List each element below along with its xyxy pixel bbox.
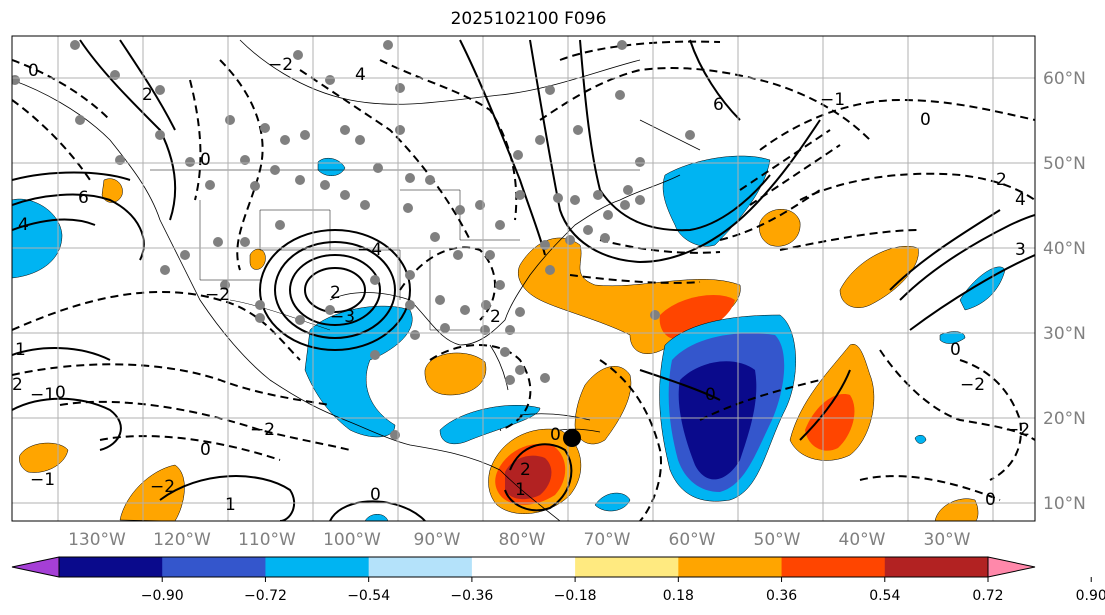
contour-label: 2 (490, 307, 501, 327)
gridlines (12, 36, 1035, 521)
lon-label: 40°W (839, 530, 886, 550)
colorbar-tick-label: −0.72 (244, 588, 287, 604)
contour-label: −3 (330, 307, 355, 327)
contour-label: 2 (330, 283, 341, 303)
lat-label: 10°N (1043, 494, 1086, 514)
contour-label: −2 (205, 285, 230, 305)
contour-label: −4 (357, 240, 382, 260)
contour-label: −2 (268, 55, 293, 75)
contour-label: 0 (200, 150, 211, 170)
contour-label: −2 (150, 477, 175, 497)
lat-label: 40°N (1043, 239, 1086, 259)
colorbar-tick-label: 0.72 (972, 588, 1003, 604)
colorbar-segment (781, 557, 886, 577)
lat-label: 50°N (1043, 154, 1086, 174)
contour-label: 0 (200, 440, 211, 460)
lat-label: 30°N (1043, 324, 1086, 344)
colorbar-segment (368, 557, 473, 577)
longitude-labels: 130°W 120°W 110°W 100°W 90°W 80°W 70°W 6… (68, 530, 971, 550)
contour-label: 3 (1015, 240, 1026, 260)
contour-label: −1 (30, 385, 55, 405)
contour-label: 2 (142, 85, 153, 105)
colorbar-tick-label: 0.18 (663, 588, 694, 604)
lon-label: 120°W (153, 530, 211, 550)
colorbar-tick-label: 0.36 (766, 588, 797, 604)
colorbar-segment (884, 557, 989, 577)
colorbar-segment (471, 557, 576, 577)
colorbar-segment (265, 557, 370, 577)
colorbar-tick-label: −0.36 (450, 588, 493, 604)
colorbar-extend-max (987, 556, 1036, 578)
contour-label: 4 (18, 215, 29, 235)
colorbar-segment (59, 557, 163, 577)
borders (150, 169, 640, 331)
colorbar-tick-label: 0.90 (1076, 588, 1105, 604)
contour-label: −1 (30, 470, 55, 490)
contour-label: 0 (705, 385, 716, 405)
contour-label: 2 (996, 170, 1007, 190)
cyclone-position-marker (563, 429, 581, 447)
contour-label: −2 (1005, 420, 1030, 440)
contour-label: 0 (985, 490, 996, 510)
contour-label: −2 (960, 375, 985, 395)
shaded-anomaly-fields (12, 155, 1006, 521)
lon-label: 130°W (68, 530, 126, 550)
colorbar-segment (575, 557, 679, 577)
colorbar: −0.90 −0.72 −0.54 −0.36 −0.18 0.18 0.36 0.54 0.7… (11, 556, 1105, 604)
map-border (11, 35, 1036, 522)
lon-label: 100°W (323, 530, 381, 550)
contour-label: 0 (370, 485, 381, 505)
solid-contours (12, 39, 1035, 521)
lon-label: 110°W (238, 530, 296, 550)
lon-label: 80°W (499, 530, 546, 550)
contour-labels: 6 4 2 0 −1 1 −2 2 4 6 −4 2 −2 0 −3 2 4 3… (12, 55, 1030, 515)
lon-label: 60°W (669, 530, 716, 550)
lat-label: 20°N (1043, 409, 1086, 429)
colorbar-tick-label: −0.18 (554, 588, 597, 604)
lon-label: 30°W (924, 530, 971, 550)
contour-label: −1 (820, 90, 845, 110)
station-markers (12, 40, 695, 440)
contour-label: 0 (55, 383, 66, 403)
lon-label: 50°W (754, 530, 801, 550)
colorbar-tick-label: −0.90 (141, 588, 184, 604)
contour-label: 1 (15, 340, 26, 360)
colorbar-segment (678, 557, 783, 577)
contour-label: 1 (225, 495, 236, 515)
contour-label: −2 (250, 420, 275, 440)
contour-label: 4 (1015, 190, 1026, 210)
contour-label: 4 (355, 65, 366, 85)
lon-label: 90°W (414, 530, 461, 550)
colorbar-extend-min (11, 556, 60, 578)
contour-label: 6 (78, 188, 89, 208)
map-title: 2025102100 F096 (450, 9, 607, 29)
contour-label: 0 (550, 425, 561, 445)
contour-label: 0 (28, 61, 39, 81)
contour-label: 0 (950, 340, 961, 360)
contour-label: 6 (713, 95, 724, 115)
lat-label: 60°N (1043, 69, 1086, 89)
colorbar-tick-label: −0.54 (347, 588, 390, 604)
contour-label: 2 (520, 460, 531, 480)
contour-label: 0 (920, 110, 931, 130)
colorbar-tick-label: 0.54 (869, 588, 900, 604)
lon-label: 70°W (584, 530, 631, 550)
contour-label: 2 (12, 375, 23, 395)
latitude-labels: 10°N 20°N 30°N 40°N 50°N 60°N (1043, 69, 1086, 514)
colorbar-segment (162, 557, 266, 577)
contour-label: 1 (515, 480, 526, 500)
